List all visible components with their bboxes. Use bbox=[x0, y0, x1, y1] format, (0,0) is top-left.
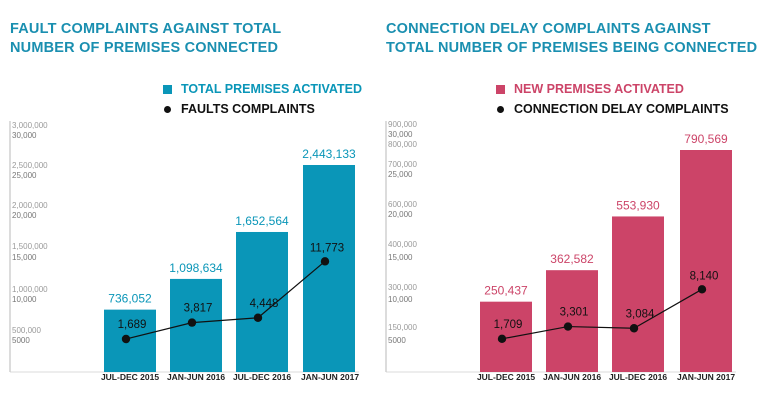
legend-swatch-dot bbox=[164, 105, 171, 113]
y-right-tick-label: 5000 bbox=[12, 336, 30, 345]
bar-4 bbox=[303, 165, 355, 372]
y-right-tick-label: 10,000 bbox=[12, 295, 37, 304]
chart-panel-fault-complaints: FAULT COMPLAINTS AGAINST TOTAL NUMBER OF… bbox=[0, 0, 370, 405]
bar-value-label: 362,582 bbox=[550, 252, 594, 266]
y-left-tick-label: 2,500,000 bbox=[12, 161, 48, 170]
bar-2 bbox=[170, 278, 222, 372]
legend-label: TOTAL PREMISES ACTIVATED bbox=[181, 82, 363, 96]
line-point-4 bbox=[697, 285, 707, 294]
line-value-label: 8,140 bbox=[690, 270, 719, 282]
y-right-tick-label: 20,000 bbox=[388, 210, 413, 219]
line-point-2 bbox=[563, 322, 573, 331]
bar-value-label: 1,652,564 bbox=[235, 214, 289, 228]
y-right-tick-label: 5000 bbox=[388, 336, 406, 345]
line-value-label: 1,689 bbox=[118, 319, 147, 331]
line-value-label: 3,817 bbox=[184, 303, 213, 315]
y-left-tick-label: 3,000,000 bbox=[12, 121, 48, 130]
line-point-3 bbox=[253, 313, 263, 322]
chart-title-line-1: FAULT COMPLAINTS AGAINST TOTAL bbox=[10, 21, 282, 37]
bar-value-label: 736,052 bbox=[108, 292, 152, 306]
bar-value-label: 1,098,634 bbox=[169, 261, 223, 275]
y-right-tick-label: 25,000 bbox=[388, 170, 413, 179]
legend-item-line: CONNECTION DELAY COMPLAINTS bbox=[496, 99, 729, 119]
y-right-tick-label: 25,000 bbox=[12, 171, 37, 180]
y-right-tick-label: 30,000 bbox=[388, 130, 413, 139]
chart-title-line-2: NUMBER OF PREMISES CONNECTED bbox=[10, 40, 279, 56]
line-series-path bbox=[125, 260, 326, 340]
bar-value-label: 553,930 bbox=[616, 198, 660, 212]
bar-3 bbox=[612, 216, 664, 372]
chart-title-line-1: CONNECTION DELAY COMPLAINTS AGAINST bbox=[386, 21, 711, 37]
y-left-tick-label: 2,000,000 bbox=[12, 201, 48, 210]
legend-item-line: FAULTS COMPLAINTS bbox=[163, 99, 362, 119]
chart-title-line-2: TOTAL NUMBER OF PREMISES BEING CONNECTED bbox=[386, 40, 758, 56]
y-left-tick-label: 900,000 bbox=[388, 120, 417, 129]
bar-1 bbox=[104, 309, 156, 372]
bar-value-label: 790,569 bbox=[684, 132, 728, 146]
y-right-tick-label: 15,000 bbox=[12, 253, 37, 262]
x-tick-label: JAN-JUN 2017 bbox=[677, 372, 735, 382]
line-value-label: 3,084 bbox=[626, 308, 655, 320]
legend-swatch-dot bbox=[497, 105, 504, 113]
x-tick-label: JUL-DEC 2015 bbox=[101, 372, 159, 382]
legend-swatch-square bbox=[496, 84, 505, 94]
bar-1 bbox=[480, 301, 532, 372]
legend-label: NEW PREMISES ACTIVATED bbox=[514, 82, 684, 96]
line-point-2 bbox=[187, 318, 197, 327]
chart-title: CONNECTION DELAY COMPLAINTS AGAINST TOTA… bbox=[386, 20, 757, 58]
legend-swatch-square bbox=[163, 84, 172, 94]
chart-plot-area: 900,000 800,000 700,000 600,000 400,000 300,0… bbox=[385, 120, 736, 382]
y-left-tick-label: 700,000 bbox=[388, 160, 417, 169]
y-left-tick-label: 500,000 bbox=[12, 326, 41, 335]
line-point-1 bbox=[497, 334, 507, 344]
y-right-tick-label: 20,000 bbox=[12, 211, 37, 220]
x-tick-label: JUL-DEC 2016 bbox=[609, 372, 667, 382]
legend-item-bars: TOTAL PREMISES ACTIVATED bbox=[163, 79, 362, 99]
x-tick-label: JAN-JUN 2016 bbox=[543, 372, 601, 382]
x-tick-label: JAN-JUN 2016 bbox=[167, 372, 225, 382]
y-left-tick-label: 600,000 bbox=[388, 200, 417, 209]
x-tick-label: JUL-DEC 2016 bbox=[233, 372, 291, 382]
y-left-tick-label: 300,000 bbox=[388, 283, 417, 292]
x-tick-label: JAN-JUN 2017 bbox=[301, 372, 359, 382]
y-left-tick-label: 1,000,000 bbox=[12, 285, 48, 294]
y-right-tick-label: 10,000 bbox=[388, 295, 413, 304]
chart-panel-connection-delay: CONNECTION DELAY COMPLAINTS AGAINST TOTA… bbox=[378, 0, 758, 405]
line-value-label: 3,301 bbox=[560, 307, 589, 319]
chart-legend: TOTAL PREMISES ACTIVATED FAULTS COMPLAIN… bbox=[163, 79, 362, 119]
line-series-path bbox=[501, 288, 703, 340]
bar-3 bbox=[236, 231, 288, 372]
x-tick-label: JUL-DEC 2015 bbox=[477, 372, 535, 382]
line-point-4 bbox=[320, 257, 330, 266]
y-left-tick-label: 800,000 bbox=[388, 140, 417, 149]
bar-value-label: 2,443,133 bbox=[302, 147, 356, 161]
legend-item-bars: NEW PREMISES ACTIVATED bbox=[496, 79, 729, 99]
bar-2 bbox=[546, 270, 598, 372]
line-value-label: 4,448 bbox=[250, 298, 279, 310]
legend-label: FAULTS COMPLAINTS bbox=[181, 102, 315, 116]
y-right-tick-label: 15,000 bbox=[388, 253, 413, 262]
line-point-1 bbox=[121, 334, 131, 344]
y-left-tick-label: 150,000 bbox=[388, 323, 417, 332]
line-value-label: 11,773 bbox=[310, 242, 344, 254]
legend-label: CONNECTION DELAY COMPLAINTS bbox=[514, 102, 729, 116]
chart-plot-area: 3,000,000 2,500,000 2,000,000 1,500,000 1,00… bbox=[9, 121, 359, 382]
y-left-tick-label: 400,000 bbox=[388, 240, 417, 249]
line-value-label: 1,709 bbox=[494, 319, 523, 331]
chart-legend: NEW PREMISES ACTIVATED CONNECTION DELAY … bbox=[496, 79, 729, 119]
bar-4 bbox=[680, 150, 732, 372]
y-left-tick-label: 1,500,000 bbox=[12, 242, 48, 251]
chart-title: FAULT COMPLAINTS AGAINST TOTAL NUMBER OF… bbox=[10, 20, 281, 58]
bar-value-label: 250,437 bbox=[484, 284, 528, 298]
y-right-tick-label: 30,000 bbox=[12, 131, 37, 140]
line-point-3 bbox=[629, 324, 639, 333]
